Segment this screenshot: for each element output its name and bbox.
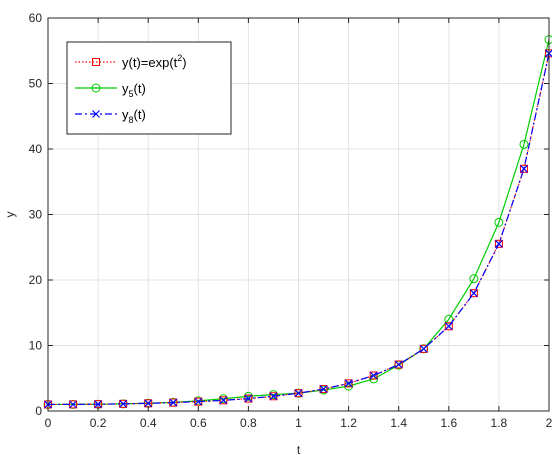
data-point — [469, 289, 478, 298]
x-tick-label: 0 — [45, 416, 52, 430]
data-point — [369, 371, 378, 380]
data-point — [469, 274, 479, 284]
data-point — [219, 396, 228, 405]
data-point — [494, 239, 503, 248]
data-point — [394, 360, 403, 369]
y-tick-label: 60 — [29, 11, 43, 25]
data-point — [469, 289, 478, 298]
x-tick-label: 0.6 — [190, 416, 207, 430]
x-tick-label: 1.2 — [340, 416, 357, 430]
x-tick-label: 0.4 — [140, 416, 157, 430]
data-point — [269, 392, 278, 401]
legend-marker — [92, 58, 100, 66]
data-point — [444, 314, 454, 324]
x-tick-label: 1.4 — [390, 416, 407, 430]
y-tick-label: 40 — [29, 142, 43, 156]
data-point — [519, 139, 529, 149]
data-point — [519, 164, 528, 173]
legend-marker — [92, 110, 100, 118]
x-tick-label: 0.2 — [90, 416, 107, 430]
x-tick-label: 1.8 — [491, 416, 508, 430]
data-point — [494, 239, 503, 248]
legend-entry-label: y(t)=exp(t2) — [122, 53, 187, 70]
data-point — [444, 322, 453, 331]
data-point — [294, 389, 303, 398]
x-tick-label: 1.6 — [440, 416, 457, 430]
legend-entry-label: y5(t) — [122, 81, 146, 99]
y-axis-label: y — [3, 212, 17, 218]
data-point — [319, 385, 328, 393]
data-point — [520, 164, 528, 173]
x-ticks: 0 0.2 0.4 0.6 0.8 1 1.2 1.4 1.6 1.8 2 — [45, 18, 552, 430]
data-point — [119, 399, 128, 408]
data-point — [344, 379, 353, 388]
y-tick-label: 30 — [29, 208, 43, 222]
data-point — [394, 360, 403, 369]
data-point — [419, 344, 428, 353]
y-tick-label: 50 — [29, 77, 43, 91]
data-point — [244, 394, 253, 403]
data-point — [444, 322, 453, 331]
data-point — [169, 398, 178, 407]
legend-entry-label: y8(t) — [122, 107, 146, 125]
x-tick-label: 2 — [546, 416, 552, 430]
x-tick-label: 1 — [295, 416, 302, 430]
data-point — [494, 217, 504, 227]
y-ticks: 0 10 20 30 40 50 60 — [29, 11, 549, 418]
y-tick-label: 20 — [29, 273, 43, 287]
data-point — [94, 400, 103, 409]
series-2 — [44, 49, 552, 409]
data-point — [194, 397, 203, 406]
data-point — [294, 389, 303, 398]
data-point — [69, 400, 77, 409]
data-point — [419, 344, 428, 353]
y-tick-label: 10 — [29, 339, 43, 353]
y-tick-label: 0 — [35, 404, 42, 418]
x-tick-label: 0.8 — [240, 416, 257, 430]
data-point — [144, 399, 153, 408]
data-point — [344, 379, 353, 388]
legend-marker — [91, 83, 101, 93]
data-point — [369, 371, 378, 380]
legend: y(t)=exp(t2) y5(t) y8(t) — [66, 41, 232, 135]
x-axis-label: t — [297, 443, 301, 455]
